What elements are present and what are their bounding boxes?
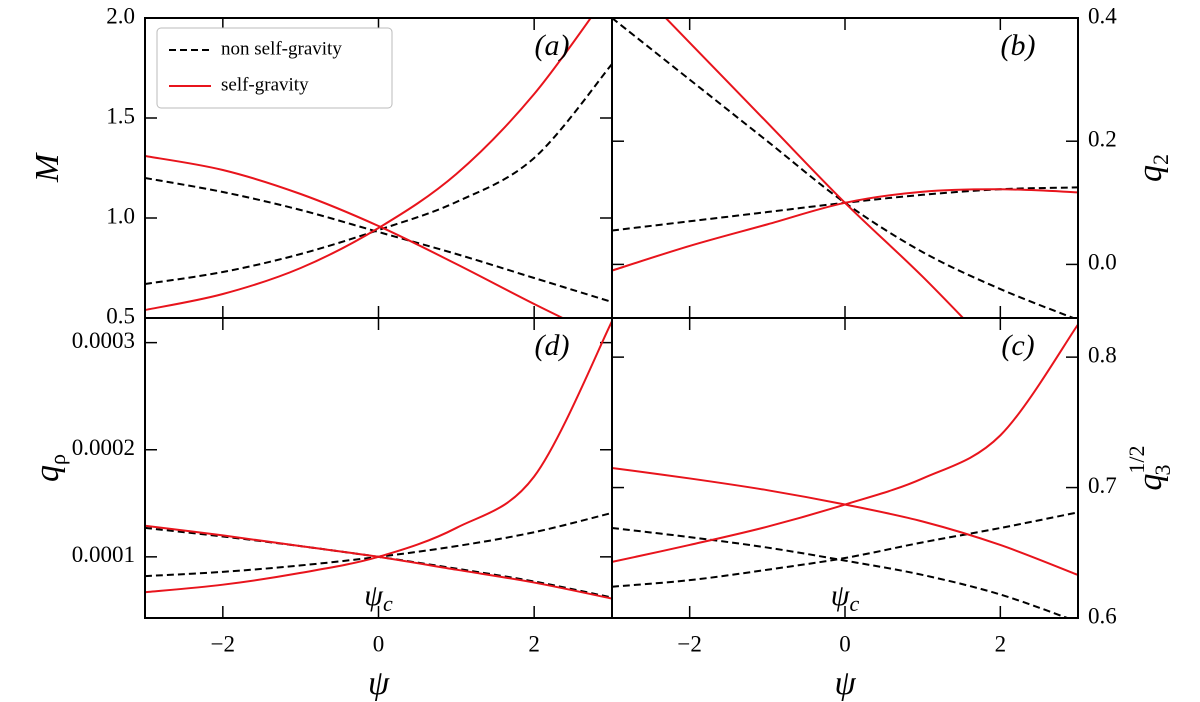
y-axis-label-sub: ρ <box>45 454 70 465</box>
y-axis-label-base: q <box>29 465 66 482</box>
series-line <box>145 155 565 318</box>
x-tick-label: 2 <box>995 631 1007 656</box>
series-line <box>612 323 1078 563</box>
panel-frame <box>611 17 1079 319</box>
y-axis-label: q1/23 <box>1124 445 1175 490</box>
critical-label-sub: c <box>849 591 859 616</box>
series-line <box>145 18 592 311</box>
panel-label: (a) <box>535 29 570 62</box>
series-line <box>612 18 1077 318</box>
y-tick-label: 0.0 <box>1088 250 1117 275</box>
x-tick-label: 0 <box>839 631 851 656</box>
y-axis-label-base: M <box>29 152 66 183</box>
legend-box <box>156 27 393 109</box>
y-tick-label: 0.0003 <box>72 328 135 353</box>
y-axis-label-base: q <box>1132 165 1169 182</box>
x-tick-label: 0 <box>373 631 385 656</box>
critical-label-base: ψ <box>831 579 851 612</box>
x-axis-label: ψ <box>368 665 390 702</box>
critical-point-label: ψc <box>831 579 860 616</box>
x-tick-label: −2 <box>677 631 701 656</box>
y-tick-label: 0.4 <box>1088 3 1117 28</box>
critical-label-base: ψ <box>364 579 384 612</box>
y-axis-label: M <box>29 152 66 183</box>
y-tick-label: 1.5 <box>106 103 135 128</box>
series-line <box>145 511 612 578</box>
y-tick-label: 1.0 <box>106 203 135 228</box>
series-line <box>612 527 1071 618</box>
y-tick-label: 0.2 <box>1088 126 1117 151</box>
y-axis-label-sup: 1/2 <box>1124 445 1149 473</box>
panel-label: (d) <box>535 329 570 362</box>
x-tick-label: −2 <box>211 631 235 656</box>
series-line <box>612 467 1078 576</box>
y-tick-label: 0.5 <box>106 303 135 328</box>
y-axis-label-base: q <box>1132 474 1169 491</box>
critical-point-label: ψc <box>364 579 393 616</box>
y-tick-label: 0.6 <box>1088 603 1117 628</box>
y-axis-label: qρ <box>29 454 70 482</box>
x-tick-label: 2 <box>528 631 540 656</box>
series-line <box>664 18 965 318</box>
y-axis-label: q2 <box>1132 154 1173 182</box>
y-axis-label-sub: 2 <box>1148 154 1173 165</box>
series-line <box>145 177 612 303</box>
series-line <box>612 511 1078 588</box>
panel-frame <box>611 317 1079 619</box>
y-axis-label-sub: 3 <box>1150 464 1175 475</box>
series-line <box>145 320 612 594</box>
y-tick-label: 0.0002 <box>72 435 135 460</box>
series-line <box>612 186 1078 232</box>
panel-label: (c) <box>1001 329 1034 362</box>
panel-label: (b) <box>1001 29 1036 62</box>
x-axis-label: ψ <box>834 665 856 702</box>
series-line <box>145 63 612 285</box>
y-tick-label: 0.0001 <box>72 542 135 567</box>
legend-label: self-gravity <box>221 74 309 95</box>
series-line <box>145 524 612 600</box>
y-tick-label: 0.8 <box>1088 342 1117 367</box>
critical-label-sub: c <box>383 591 393 616</box>
legend-label: non self-gravity <box>221 38 342 59</box>
y-tick-label: 2.0 <box>106 3 135 28</box>
y-tick-label: 0.7 <box>1088 473 1117 498</box>
